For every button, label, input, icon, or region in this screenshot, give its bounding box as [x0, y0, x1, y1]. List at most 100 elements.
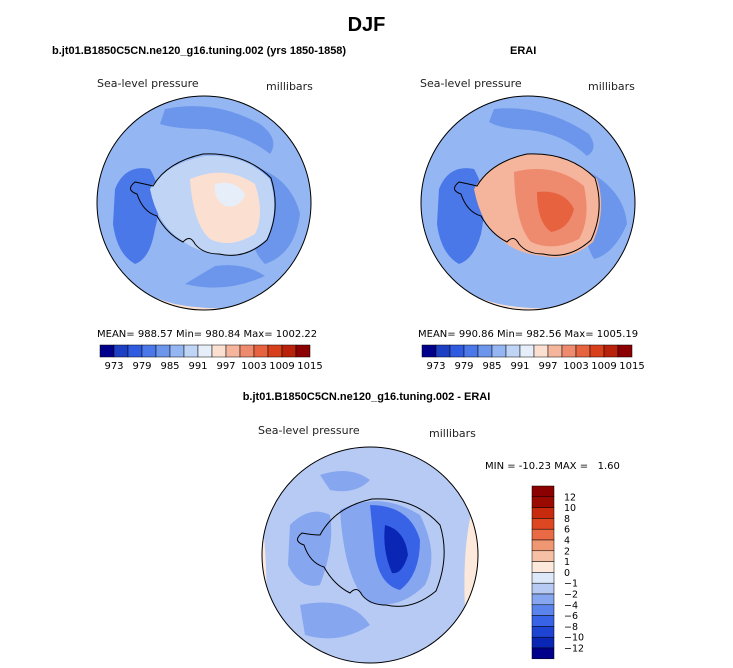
stats-erai-mean-label: MEAN= — [418, 329, 456, 340]
colorbar-erai-swatch — [589, 344, 605, 358]
colorbar-diff-tick-label: 10 — [564, 503, 576, 514]
colorbar-diff-swatch — [531, 539, 555, 552]
colorbar-erai-swatch — [421, 344, 437, 358]
stats-model-min: 980.84 — [205, 329, 241, 340]
colorbar-diff-swatch — [531, 550, 555, 562]
panel-title-diff: b.jt01.B1850C5CN.ne120_g16.tuning.002 - … — [242, 391, 491, 403]
colorbar-erai-swatch — [519, 344, 535, 358]
colorbar-diff-tick-label: −12 — [564, 644, 584, 655]
colorbar-model-swatch — [281, 344, 297, 358]
colorbar-model-swatch — [169, 344, 185, 358]
colorbar-erai-swatch — [547, 344, 563, 358]
colorbar-diff-tick-label: 0 — [564, 568, 570, 579]
colorbar-diff-tick-label: 8 — [564, 514, 570, 525]
stats-model: MEAN= 988.57 Min= 980.84 Max= 1002.22 — [97, 329, 317, 340]
colorbar-diff-swatch — [531, 647, 555, 660]
colorbar-model-swatch — [197, 344, 213, 358]
units-label-erai: millibars — [588, 80, 635, 93]
colorbar-diff-swatch — [531, 528, 555, 541]
colorbar-diff-swatch — [531, 561, 555, 573]
map-erai-low-west — [437, 168, 484, 264]
colorbar-model-swatch — [267, 344, 283, 358]
colorbar-diff-swatch — [531, 496, 555, 508]
colorbar-erai-tick-label: 973 — [426, 361, 445, 372]
colorbar-erai-swatch — [477, 344, 493, 358]
colorbar-diff-tick-label: 6 — [564, 525, 570, 536]
colorbar-model-swatch — [113, 344, 129, 358]
map-model-plateau-core — [214, 182, 245, 207]
map-erai-coastline — [454, 153, 600, 256]
colorbar-erai-swatch — [617, 344, 633, 358]
map-diff — [261, 446, 479, 664]
colorbar-erai-swatch — [463, 344, 479, 358]
stats-erai: MEAN= 990.86 Min= 982.56 Max= 1005.19 — [418, 329, 638, 340]
colorbar-model-tick-label: 1015 — [297, 361, 322, 372]
units-label-diff: millibars — [429, 427, 476, 440]
colorbar-erai-tick-label: 985 — [482, 361, 501, 372]
colorbar-erai-tick-label: 997 — [538, 361, 557, 372]
panel-title-erai: ERAI — [510, 45, 537, 57]
stats-erai-mean: 990.86 — [458, 329, 494, 340]
colorbar-erai-swatch — [575, 344, 591, 358]
colorbar-diff-swatch — [531, 636, 555, 649]
map-diff-neg-north — [320, 471, 370, 492]
variable-label-diff: Sea-level pressure — [258, 424, 360, 437]
colorbar-erai-tick-label: 1003 — [563, 361, 588, 372]
stats-erai-min: 982.56 — [526, 329, 562, 340]
stats-model-min-label: Min= — [176, 329, 203, 340]
colorbar-erai-swatch — [533, 344, 549, 358]
colorbar-model-tick-label: 997 — [216, 361, 235, 372]
colorbar-erai: 973 979 985 991 997 1003 1009 1015 — [421, 344, 644, 372]
colorbar-diff-tick-label: −6 — [564, 611, 578, 622]
stats-erai-max: 1005.19 — [596, 329, 639, 340]
colorbar-model-tick-label: 973 — [104, 361, 123, 372]
map-model-low-north — [160, 106, 274, 154]
colorbar-diff-swatch — [531, 615, 555, 627]
colorbar-model-swatch — [295, 344, 311, 358]
map-model-border — [96, 95, 312, 311]
map-diff-neg-core — [384, 525, 408, 574]
colorbar-erai-swatch — [435, 344, 451, 358]
map-model-coastline — [130, 153, 276, 256]
colorbar-erai-swatch — [449, 344, 465, 358]
stats-model-max-label: Max= — [243, 329, 273, 340]
map-erai-plateau-core — [537, 191, 574, 232]
stats-erai-min-label: Min= — [497, 329, 524, 340]
colorbar-model-tick-label: 985 — [160, 361, 179, 372]
colorbar-diff-swatch — [531, 626, 555, 638]
colorbar-erai-tick-label: 979 — [454, 361, 473, 372]
colorbar-diff-tick-label: 2 — [564, 546, 570, 557]
panel-title-model: b.jt01.B1850C5CN.ne120_g16.tuning.002 (y… — [52, 45, 347, 57]
map-model-low-west — [113, 168, 159, 264]
map-diff-coastline — [297, 498, 445, 607]
colorbar-model-swatch — [141, 344, 157, 358]
map-model-plateau — [190, 172, 260, 243]
map-model — [96, 95, 312, 311]
colorbar-diff-tick-label: 12 — [564, 492, 576, 503]
colorbar-erai-swatch — [561, 344, 577, 358]
colorbar-diff-tick-label: 1 — [564, 557, 570, 568]
map-diff-neg-south — [300, 602, 370, 639]
colorbar-model-tick-label: 979 — [132, 361, 151, 372]
colorbar-diff-tick-label: −2 — [564, 590, 578, 601]
colorbar-diff-swatch — [531, 604, 555, 616]
colorbar-model-swatch — [253, 344, 269, 358]
colorbar-diff-tick-label: −1 — [564, 579, 578, 590]
colorbar-erai-tick-label: 1009 — [591, 361, 616, 372]
colorbar-model-tick-label: 1009 — [269, 361, 294, 372]
colorbar-model-swatch — [225, 344, 241, 358]
variable-label-model: Sea-level pressure — [97, 77, 199, 90]
colorbar-erai-swatch — [491, 344, 507, 358]
colorbar-model-swatch — [239, 344, 255, 358]
map-erai-border — [420, 95, 636, 311]
colorbar-model-tick-label: 991 — [188, 361, 207, 372]
colorbar-model-tick-label: 1003 — [241, 361, 266, 372]
map-model-low-south — [185, 265, 265, 288]
colorbar-diff-tick-label: −4 — [564, 600, 578, 611]
map-erai — [420, 95, 636, 311]
colorbar-model-swatch — [99, 344, 115, 358]
colorbar-diff-tick-label: −10 — [564, 633, 584, 644]
stats-erai-max-label: Max= — [564, 329, 594, 340]
stats-model-mean: 988.57 — [137, 329, 173, 340]
